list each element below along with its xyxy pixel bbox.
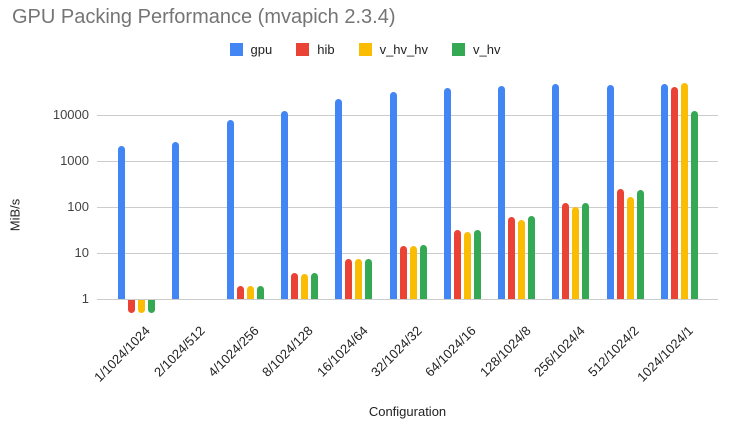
gridline (97, 253, 718, 254)
x-tick-label: 32/1024/32 (367, 323, 425, 380)
bar-v_hv-0 (148, 300, 155, 313)
x-tick-label: 8/1024/128 (259, 323, 317, 380)
bar-v_hv_hv-2 (246, 286, 254, 299)
bar-gpu-3 (280, 111, 288, 299)
bar-v_hv-5 (419, 244, 427, 299)
bar-v_hv-3 (310, 273, 318, 299)
y-tick-label: 1 (81, 291, 89, 306)
bar-v_hv_hv-0 (138, 300, 145, 313)
bar-v_hv-6 (473, 230, 481, 299)
x-tick-label: 256/1024/4 (530, 323, 588, 380)
bar-v_hv-8 (582, 202, 590, 299)
y-tick-label: 1000 (60, 153, 89, 168)
bar-gpu-0 (118, 146, 125, 299)
y-tick-label: 100 (67, 199, 89, 214)
legend-swatch-gpu (229, 43, 243, 56)
bar-gpu-6 (443, 87, 451, 299)
y-tick-label: 10 (74, 245, 89, 260)
bar-v_hv-2 (256, 286, 264, 299)
legend-swatch-v_hv_hv (358, 43, 372, 56)
bar-gpu-4 (335, 99, 343, 299)
bar-v_hv_hv-6 (463, 232, 471, 299)
x-tick-label: 1024/1024/1 (634, 323, 697, 385)
bar-gpu-7 (498, 86, 506, 299)
x-tick-label: 4/1024/256 (205, 323, 262, 380)
bar-gpu-10 (661, 83, 668, 299)
bar-hib-9 (616, 188, 624, 299)
chart-legend: gpu hib v_hv_hv v_hv (0, 42, 730, 57)
bar-hib-2 (236, 286, 244, 299)
x-tick-label: 512/1024/2 (585, 323, 642, 380)
bar-gpu-1 (172, 141, 180, 299)
legend-swatch-hib (296, 43, 310, 56)
bar-v_hv-9 (636, 190, 644, 299)
legend-label-v_hv_hv: v_hv_hv (379, 42, 428, 57)
bar-v_hv-4 (365, 259, 373, 299)
gridline (97, 115, 718, 116)
bar-gpu-8 (552, 84, 560, 299)
bar-hib-8 (562, 203, 570, 299)
bar-v_hv_hv-9 (626, 196, 634, 299)
bar-hib-3 (290, 273, 298, 299)
legend-label-gpu: gpu (250, 42, 273, 57)
bar-v_hv-7 (528, 216, 536, 299)
y-axis-title: MiB/s (7, 198, 23, 232)
bar-gpu-5 (389, 92, 397, 299)
legend-item-v_hv: v_hv (452, 42, 500, 57)
bar-v_hv_hv-4 (355, 259, 363, 299)
legend-item-gpu: gpu (229, 42, 273, 57)
bar-hib-5 (399, 245, 407, 299)
bar-hib-4 (345, 259, 353, 299)
bar-v_hv_hv-10 (681, 83, 688, 299)
gridline (97, 299, 718, 300)
bar-v_hv_hv-7 (518, 219, 526, 299)
x-axis-title: Configuration (368, 404, 447, 419)
gridline (97, 207, 718, 208)
chart-title: GPU Packing Performance (mvapich 2.3.4) (12, 6, 396, 28)
bar-hib-6 (453, 230, 461, 299)
legend-item-v_hv_hv: v_hv_hv (358, 42, 428, 57)
x-tick-label: 16/1024/64 (313, 323, 371, 380)
bar-gpu-2 (226, 119, 234, 299)
x-tick-label: 2/1024/512 (150, 323, 208, 380)
y-tick-label: 10000 (52, 107, 89, 122)
bar-v_hv_hv-5 (409, 246, 417, 299)
legend-label-v_hv: v_hv (473, 42, 501, 57)
bar-v_hv-10 (691, 110, 698, 299)
x-tick-label: 128/1024/8 (476, 323, 534, 380)
bar-gpu-9 (606, 85, 614, 299)
bar-v_hv_hv-8 (572, 207, 580, 299)
x-tick-label: 1/1024/1024 (91, 323, 154, 385)
legend-label-hib: hib (317, 42, 335, 57)
legend-swatch-v_hv (452, 43, 465, 56)
bar-hib-7 (508, 216, 516, 299)
bar-v_hv_hv-3 (300, 273, 308, 299)
bar-hib-10 (671, 87, 678, 299)
legend-item-hib: hib (296, 42, 335, 57)
x-tick-label: 64/1024/16 (422, 323, 479, 380)
gridline (97, 161, 718, 162)
bar-hib-0 (128, 300, 135, 313)
